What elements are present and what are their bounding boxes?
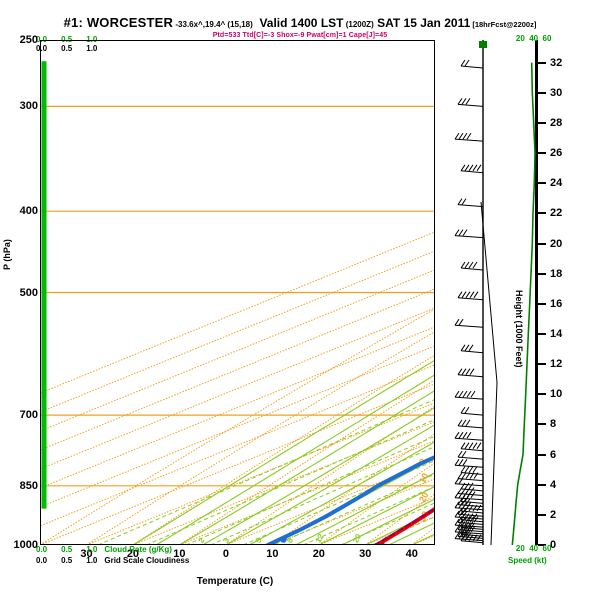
temperature-tick-0: 30 — [80, 548, 93, 560]
svg-text:5: 5 — [254, 536, 264, 545]
height-tick-26: 26 — [550, 147, 563, 160]
height-tick-mark-24 — [538, 182, 546, 185]
pressure-axis: 250 300 400 500 700 850 1000 — [0, 34, 38, 551]
bot-green-0: 0.0 — [36, 545, 48, 554]
height-tick-mark-8 — [538, 423, 546, 426]
svg-text:20: 20 — [417, 490, 431, 504]
bottom-cloudiness-scale: 0.0 0.5 1.0 Grid Scale Cloudiness — [36, 556, 189, 565]
temperature-tick-2: 10 — [173, 548, 186, 560]
valid-date: SAT 15 Jan 2011 — [377, 16, 471, 30]
height-axis: Height (1000 Feet) 0 2 4 6 8 10 12 14 16 18 20 22 24… — [505, 40, 600, 551]
speed-tick-60: 60 — [542, 34, 552, 43]
svg-text:2: 2 — [197, 536, 207, 545]
station-id: #1: — [63, 15, 84, 30]
height-tick-mark-22 — [538, 212, 546, 215]
speed-axis-title: Speed (kt) — [508, 556, 547, 565]
pressure-tick-700: 700 — [19, 409, 38, 422]
temperature-axis: 30 20 10 0 10 20 30 40 — [40, 548, 460, 564]
pressure-tick-300: 300 — [19, 100, 38, 113]
speed-tick-60: 60 — [542, 544, 552, 553]
pressure-tick-850: 850 — [19, 479, 38, 492]
height-tick-mark-4 — [538, 483, 546, 486]
height-tick-30: 30 — [550, 86, 563, 99]
pressure-tick-400: 400 — [19, 205, 38, 218]
speed-tick-20: 20 — [515, 544, 525, 553]
height-tick-28: 28 — [550, 116, 563, 129]
top-green-0: 0.0 — [36, 35, 48, 44]
wind-barb-panel — [454, 40, 498, 545]
height-tick-22: 22 — [550, 207, 563, 220]
height-tick-0: 0 — [550, 539, 557, 551]
top-black-0: 0.0 — [36, 44, 48, 53]
top-green-1: 0.5 — [61, 35, 73, 44]
cloudiness-label: Grid Scale Cloudiness — [104, 556, 190, 565]
height-tick-mark-2 — [538, 513, 546, 516]
height-tick-mark-30 — [538, 91, 546, 94]
height-tick-6: 6 — [550, 448, 557, 461]
bottom-cloud-rate-scale: 0.0 0.5 1.0 Cloud Rate (g/Kg) — [36, 545, 172, 554]
height-tick-32: 32 — [550, 56, 563, 69]
valid-time: Valid 1400 LST — [259, 16, 344, 30]
height-tick-mark-20 — [538, 242, 546, 245]
top-cloud-rate-scale: 0.0 0.5 1.0 — [36, 35, 97, 44]
height-tick-mark-10 — [538, 393, 546, 396]
temperature-tick-1: 20 — [126, 548, 140, 560]
valid-time-z: (1200Z) — [345, 20, 374, 29]
height-tick-24: 24 — [550, 177, 563, 190]
height-axis-line — [535, 40, 538, 545]
bot-green-2: 1.0 — [86, 545, 98, 554]
height-tick-2: 2 — [550, 508, 557, 521]
temperature-axis-title: Temperature (C) — [196, 576, 274, 587]
speed-tick-40: 40 — [529, 544, 539, 553]
top-green-2: 1.0 — [86, 35, 98, 44]
height-tick-20: 20 — [550, 237, 563, 250]
sounding-indices: Ptd=533 Ttd[C]=-3 Shox=-9 Pwat[cm]=1 Cap… — [212, 32, 388, 39]
height-tick-mark-32 — [538, 61, 546, 64]
height-tick-mark-6 — [538, 453, 546, 456]
speed-tick-40: 40 — [529, 34, 539, 43]
temperature-tick-6: 30 — [359, 548, 372, 560]
temperature-tick-3: 0 — [222, 548, 229, 560]
bot-black-1: 0.5 — [61, 556, 73, 565]
height-tick-mark-12 — [538, 363, 546, 366]
top-black-2: 1.0 — [86, 44, 98, 53]
page-title: #1: WORCESTER -33.6x^,19.4^ (15,18) Vali… — [0, 14, 600, 30]
plot-frame — [40, 40, 435, 545]
temperature-tick-5: 20 — [312, 548, 325, 560]
temperature-tick-7: 40 — [405, 548, 418, 560]
height-tick-mark-0 — [538, 544, 546, 546]
height-tick-12: 12 — [550, 358, 563, 371]
height-tick-18: 18 — [550, 267, 563, 280]
height-tick-mark-28 — [538, 121, 546, 124]
pressure-tick-250: 250 — [19, 34, 38, 46]
bot-black-2: 1.0 — [86, 556, 98, 565]
height-tick-8: 8 — [550, 418, 557, 431]
station-name: WORCESTER — [86, 15, 174, 30]
svg-text:8: 8 — [285, 536, 295, 545]
temperature-tick-4: 10 — [266, 548, 279, 560]
station-coords: -33.6x^,19.4^ (15,18) — [175, 20, 253, 29]
height-tick-10: 10 — [550, 388, 563, 401]
sounding-plot: 2 3 5 8 12 20 0 10 20 30 — [40, 40, 435, 545]
top-cloudiness-scale: 0.0 0.5 1.0 — [36, 44, 97, 53]
height-tick-mark-16 — [538, 302, 546, 305]
speed-tick-20: 20 — [515, 34, 525, 43]
height-tick-mark-18 — [538, 272, 546, 275]
svg-text:3: 3 — [221, 536, 231, 545]
forecast-tag: [18hrFcst@2200z] — [472, 20, 537, 29]
svg-text:10: 10 — [417, 472, 431, 486]
pressure-tick-500: 500 — [19, 286, 38, 299]
height-tick-16: 16 — [550, 297, 563, 310]
pressure-tick-1000: 1000 — [13, 539, 38, 551]
height-tick-4: 4 — [550, 478, 557, 491]
top-black-1: 0.5 — [61, 44, 73, 53]
height-tick-mark-14 — [538, 332, 546, 335]
bot-black-0: 0.0 — [36, 556, 48, 565]
cloud-rate-label: Cloud Rate (g/Kg) — [104, 545, 172, 554]
height-tick-14: 14 — [550, 327, 563, 340]
height-tick-mark-26 — [538, 152, 546, 155]
bot-green-1: 0.5 — [61, 545, 73, 554]
